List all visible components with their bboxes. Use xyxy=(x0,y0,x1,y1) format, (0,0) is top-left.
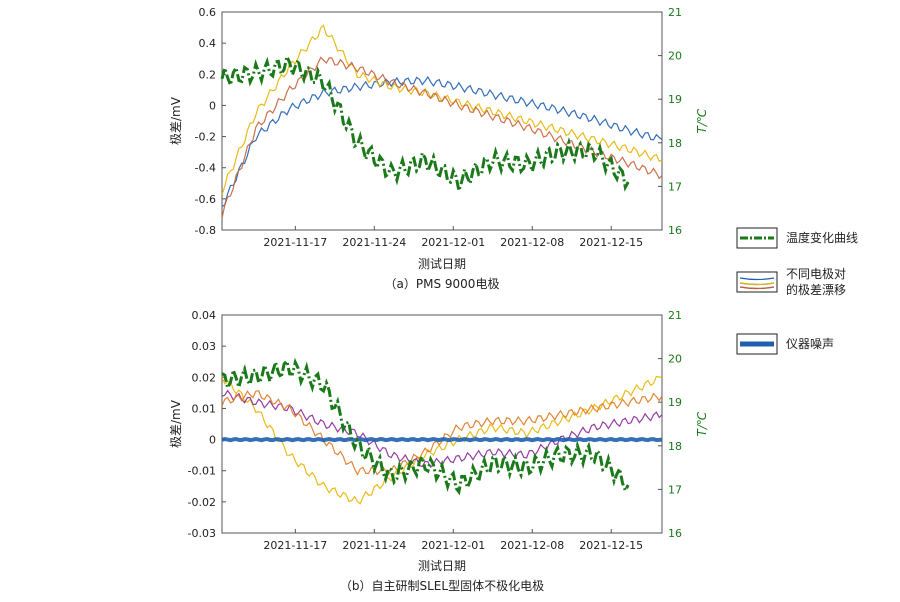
x-tick-label: 2021-12-08 xyxy=(500,236,564,249)
drift-series-line xyxy=(221,375,663,505)
legend-label: 的极差漂移 xyxy=(786,282,846,297)
x-tick-label: 2021-11-24 xyxy=(342,539,406,552)
legend-label: 不同电极对 xyxy=(786,267,846,281)
y-tick-label: -0.4 xyxy=(195,162,216,175)
y2-tick-label: 18 xyxy=(668,137,682,150)
panel-a: 0.6 0.4 0.2 0 -0.2 -0.4 -0.6 -0.8 21 20 19 18 17 16 20… xyxy=(169,6,709,291)
drift-series-line xyxy=(221,436,663,443)
y-tick-label: -0.03 xyxy=(188,527,216,540)
y-tick-label: 0.2 xyxy=(199,68,217,81)
y2-tick-label: 17 xyxy=(668,180,682,193)
y-tick-label: 0.6 xyxy=(199,6,217,19)
x-tick-label: 2021-12-01 xyxy=(421,236,485,249)
panel-caption: （b）自主研制SLEL型固体不极化电极 xyxy=(340,579,544,593)
x-tick-label: 2021-12-01 xyxy=(421,539,485,552)
drift-series-line xyxy=(221,390,663,476)
y-tick-label: -0.02 xyxy=(188,496,216,509)
x-tick-label: 2021-12-15 xyxy=(579,539,643,552)
y2-axis-label: T/℃ xyxy=(695,411,709,436)
x-tick-label: 2021-12-08 xyxy=(500,539,564,552)
temperature-series-line xyxy=(221,356,630,496)
y-tick-label: 0.01 xyxy=(192,402,217,415)
y2-tick-label: 21 xyxy=(668,309,682,322)
y2-tick-label: 18 xyxy=(668,440,682,453)
x-axis-label: 测试日期 xyxy=(418,558,466,573)
y2-tick-label: 16 xyxy=(668,527,682,540)
drift-series-line xyxy=(221,56,663,219)
y2-tick-label: 21 xyxy=(668,6,682,19)
legend-swatch-box xyxy=(736,271,778,293)
y-axis-label: 极差/mV xyxy=(169,399,183,448)
y-tick-label: 0.03 xyxy=(192,340,217,353)
legend-label: 温度变化曲线 xyxy=(786,230,858,245)
y2-tick-label: 16 xyxy=(668,224,682,237)
y2-tick-label: 17 xyxy=(668,483,682,496)
y-tick-label: 0.02 xyxy=(192,371,217,384)
plot-frame xyxy=(221,11,663,231)
y-tick-label: 0.04 xyxy=(192,309,217,322)
y-tick-label: 0 xyxy=(209,434,216,447)
y-tick-label: -0.2 xyxy=(195,131,216,144)
panel-b: 0.04 0.03 0.02 0.01 0 -0.01 -0.02 -0.03 21 20 19 18… xyxy=(169,309,709,593)
temperature-series-line xyxy=(220,51,630,192)
y-tick-label: 0.4 xyxy=(199,37,217,50)
panel-caption: （a）PMS 9000电极 xyxy=(385,277,500,291)
x-tick-label: 2021-12-15 xyxy=(579,236,643,249)
x-axis-label: 测试日期 xyxy=(418,256,466,271)
y-tick-label: 0 xyxy=(209,99,216,112)
y2-tick-label: 19 xyxy=(668,396,682,409)
x-tick-label: 2021-11-17 xyxy=(263,539,327,552)
y2-tick-label: 20 xyxy=(668,50,682,63)
y2-tick-label: 20 xyxy=(668,353,682,366)
y-tick-label: -0.6 xyxy=(195,193,216,206)
y-tick-label: -0.8 xyxy=(195,224,216,237)
y-axis-label: 极差/mV xyxy=(169,96,183,145)
legend-label: 仪器噪声 xyxy=(786,337,834,351)
y-tick-label: -0.01 xyxy=(188,465,216,478)
x-tick-label: 2021-11-24 xyxy=(342,236,406,249)
plot-frame xyxy=(221,314,663,534)
y2-tick-label: 19 xyxy=(668,93,682,106)
drift-series-line xyxy=(221,75,663,208)
x-tick-label: 2021-11-17 xyxy=(263,236,327,249)
y2-axis-label: T/℃ xyxy=(695,108,709,133)
